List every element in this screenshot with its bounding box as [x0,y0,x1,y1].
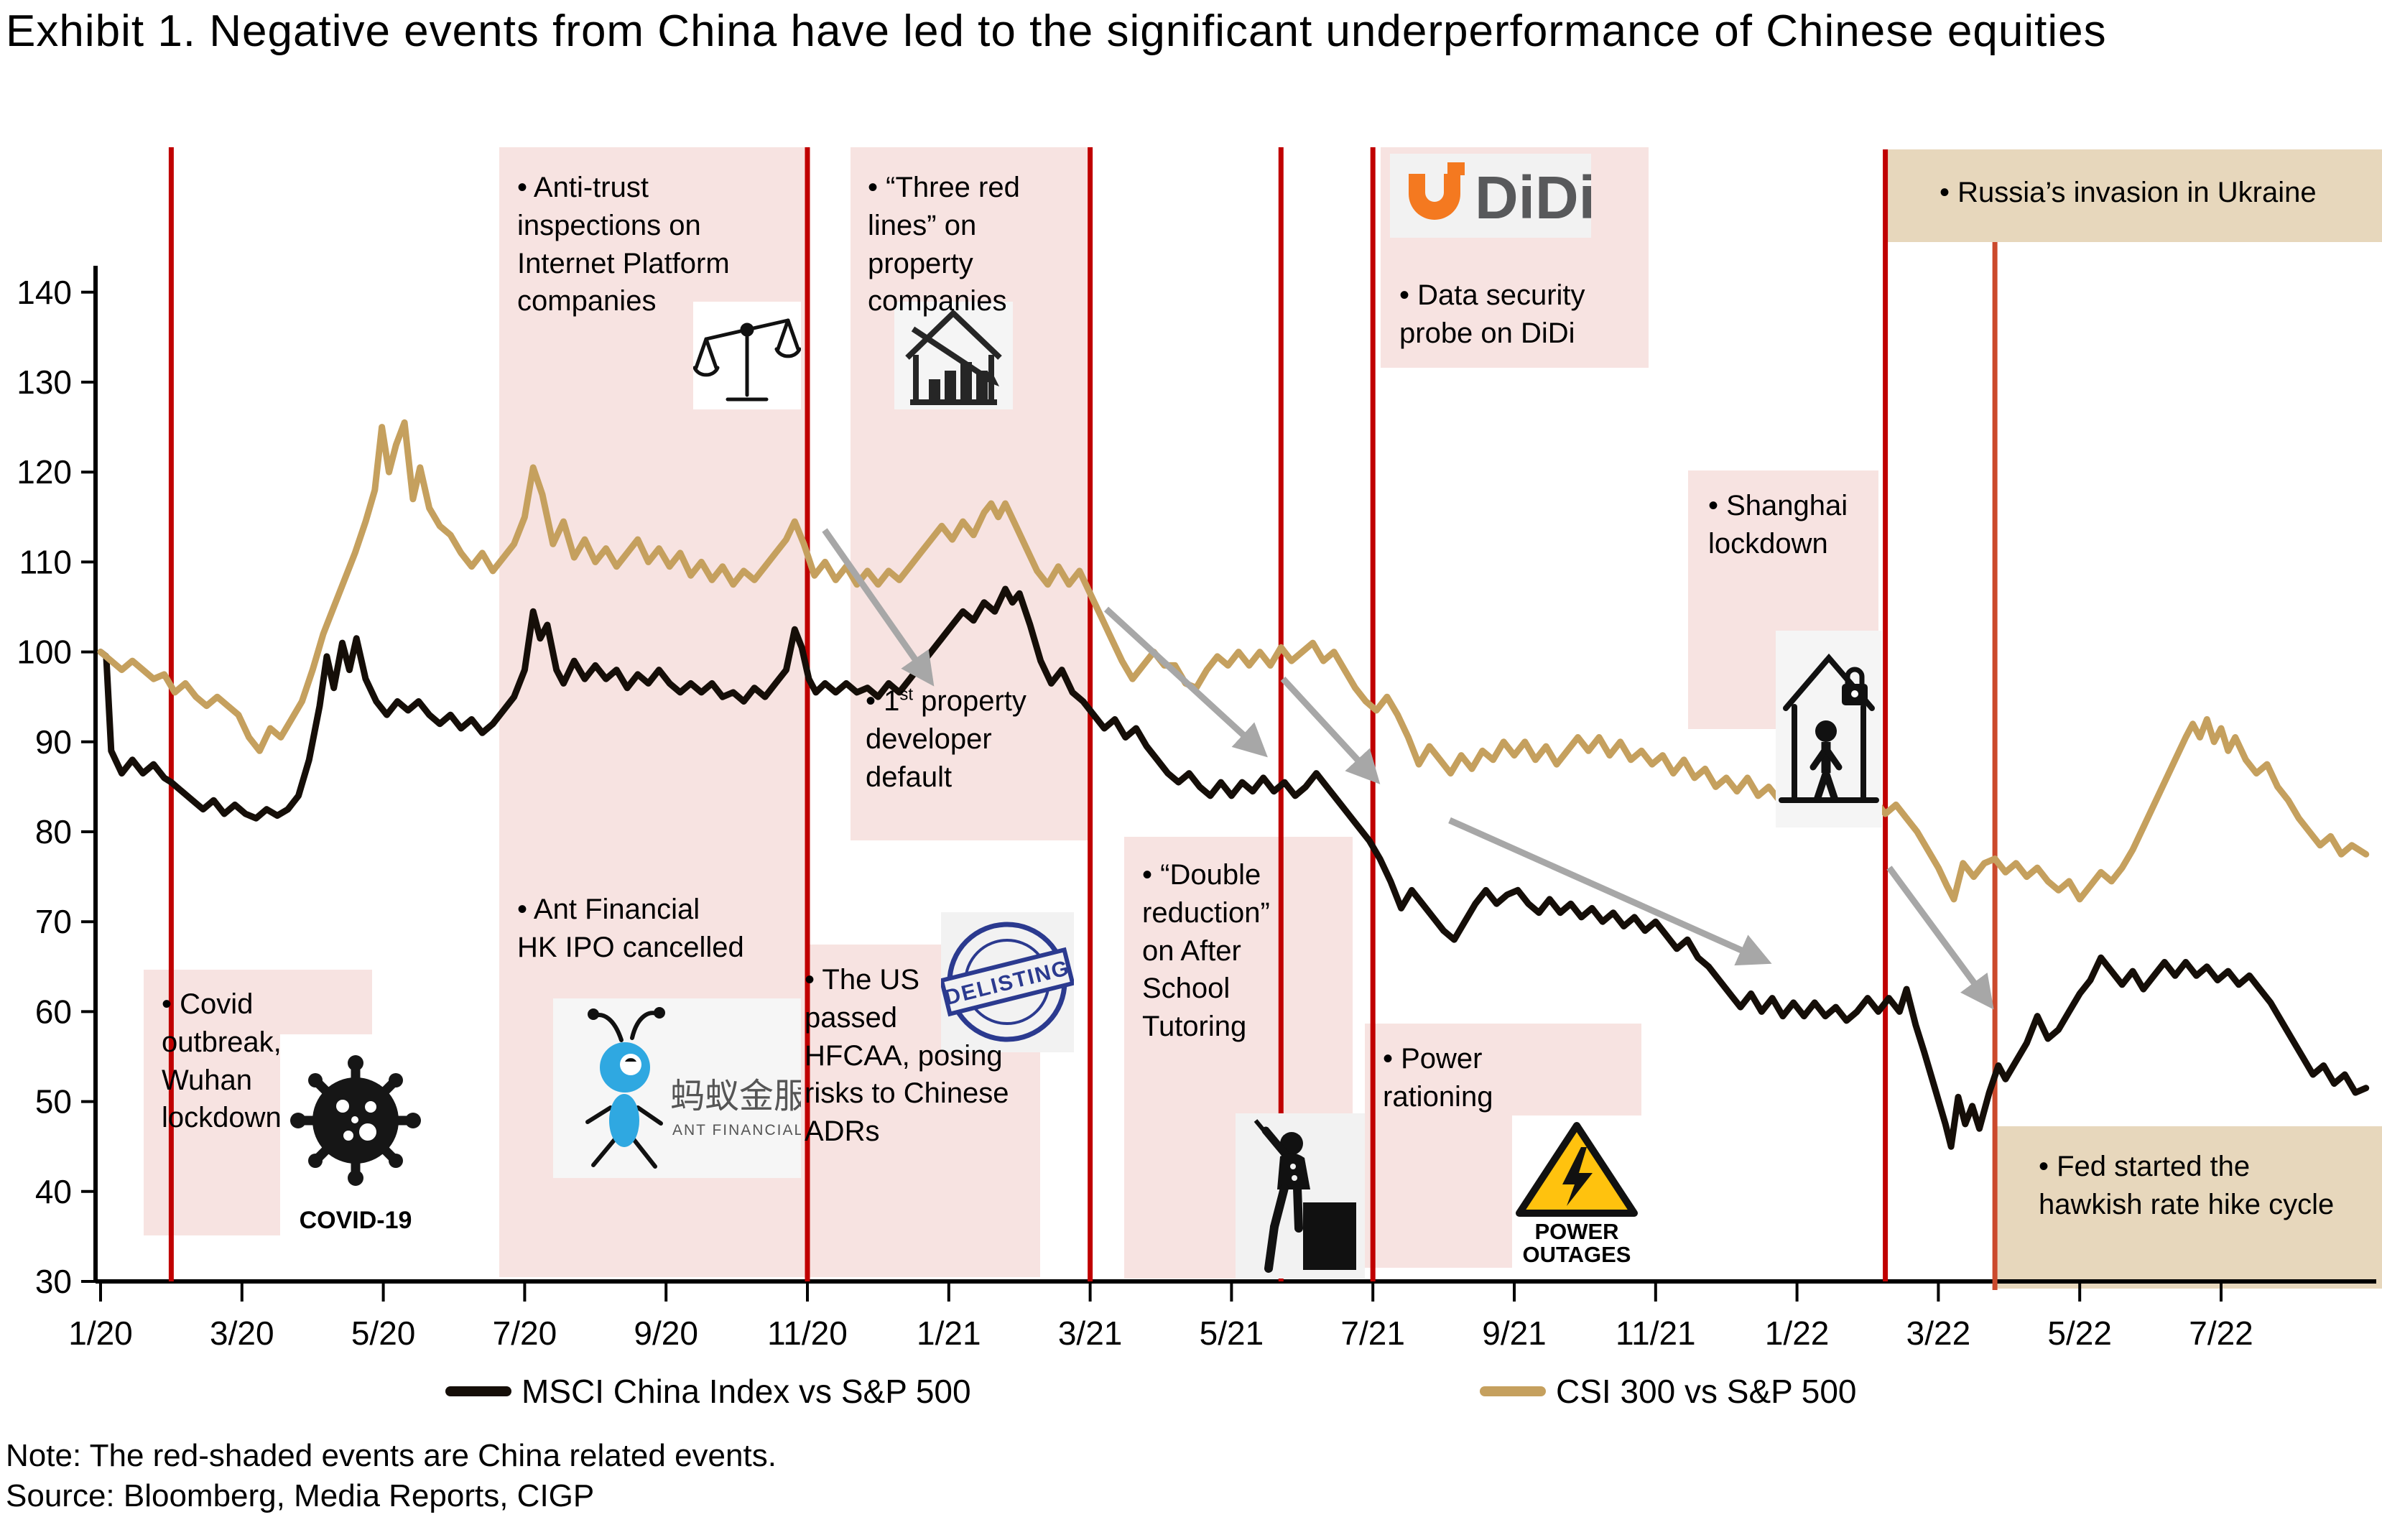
svg-text:POWER: POWER [1534,1219,1618,1244]
hfcaa-event-label: • The US passed HFCAA, posing risks to C… [805,964,1009,1148]
ant-financial-logo: 蚂蚁金服 ANT FINANCIAL [553,998,801,1178]
antitrust-scales-icon [693,302,801,409]
x-axis-label: 7/22 [2189,1314,2253,1352]
trend-arrow [1280,676,1381,784]
legend-label-csi300: CSI 300 vs S&P 500 [1556,1373,1857,1410]
power-rationing-event-label: • Power rationing [1383,1043,1493,1113]
x-axis-label: 3/20 [210,1314,274,1352]
y-axis-label: 30 [35,1263,72,1300]
fed-event-label: • Fed started the hawkish rate hike cycl… [2039,1151,2335,1220]
svg-text:蚂蚁金服: 蚂蚁金服 [670,1077,801,1115]
x-axis-label: 5/20 [351,1314,416,1352]
antitrust-event-label: • Anti-trust inspections on Internet Pla… [517,172,730,317]
x-axis-label: 9/20 [634,1314,698,1352]
y-axis-label: 60 [35,993,72,1030]
x-axis-label: 7/20 [493,1314,557,1352]
x-axis-label: 1/22 [1765,1314,1830,1352]
csi300-line-swatch [1480,1386,1546,1396]
x-axis-label: 9/21 [1482,1314,1547,1352]
legend-item-msci: MSCI China Index vs S&P 500 [445,1372,971,1411]
legend-label-msci: MSCI China Index vs S&P 500 [522,1373,971,1410]
ant-ipo-event-label: • Ant Financial HK IPO cancelled [517,894,744,963]
legend-item-csi300: CSI 300 vs S&P 500 [1480,1372,1857,1411]
property-decline-house-icon [894,302,1013,409]
double-reduction-event-label: • “Double reduction” on After School Tut… [1142,859,1270,1043]
svg-text:OUTAGES: OUTAGES [1523,1242,1631,1267]
y-axis-label: 130 [17,363,72,401]
x-axis-label: 3/22 [1906,1314,1971,1352]
source-line: Source: Bloomberg, Media Reports, CIGP [6,1478,595,1513]
y-axis-label: 120 [17,453,72,491]
fed-event-box [1996,1126,2382,1289]
x-axis-label: 3/21 [1058,1314,1123,1352]
russia-event-label: • Russia’s invasion in Ukraine [1940,177,2317,208]
x-axis-label: 1/21 [917,1314,981,1352]
x-axis-label: 5/22 [2047,1314,2112,1352]
y-axis-label: 110 [19,543,72,580]
y-axis-label: 100 [17,634,72,671]
didi-logo: DiDi [1390,154,1591,238]
y-axis-label: 70 [35,903,72,940]
x-axis-label: 1/20 [68,1314,133,1352]
series-csi300-line [97,419,2370,903]
svg-text:DiDi: DiDi [1475,164,1591,231]
msci-line-swatch [445,1386,511,1396]
teacher-tutoring-icon [1236,1113,1365,1279]
y-axis-label: 90 [35,723,72,761]
trend-arrow [1103,606,1268,758]
delisting-stamp-icon: DELISTING [941,912,1074,1052]
y-axis-label: 80 [35,813,72,850]
y-axis-label: 40 [35,1173,72,1210]
trend-arrow [822,528,935,687]
svg-text:ANT FINANCIAL: ANT FINANCIAL [672,1122,801,1138]
y-axis-label: 50 [35,1083,72,1121]
footnote: Note: The red-shaded events are China re… [6,1438,777,1473]
svg-text:COVID-19: COVID-19 [300,1207,412,1234]
shanghai-lockdown-house-icon [1776,631,1882,827]
trend-arrow [1886,866,1994,1010]
three-red-lines-event-label: • “Three red lines” on property companie… [868,172,1020,317]
trend-arrow [1448,817,1772,966]
covid-event-label: • Covid outbreak, Wuhan lockdown [162,988,282,1134]
series-msci-china-line [97,585,2370,1150]
three-red-lines-event-box [851,147,1088,840]
property-default-event-label: • 1st property developer default [866,685,1027,793]
x-axis-label: 11/21 [1616,1314,1696,1352]
russia-event-box [1886,149,2382,242]
didi-event-label: • Data security probe on DiDi [1399,279,1585,349]
exhibit-title: Exhibit 1. Negative events from China ha… [6,6,2107,56]
x-axis-label: 7/21 [1340,1314,1405,1352]
x-axis-label: 11/20 [767,1314,848,1352]
covid-virus-icon: COVID-19 [280,1034,431,1243]
x-axis-label: 5/21 [1200,1314,1264,1352]
y-axis-label: 140 [17,274,72,311]
power-outages-icon: POWER OUTAGES [1512,1115,1641,1268]
shanghai-event-label: • Shanghai lockdown [1708,490,1848,560]
